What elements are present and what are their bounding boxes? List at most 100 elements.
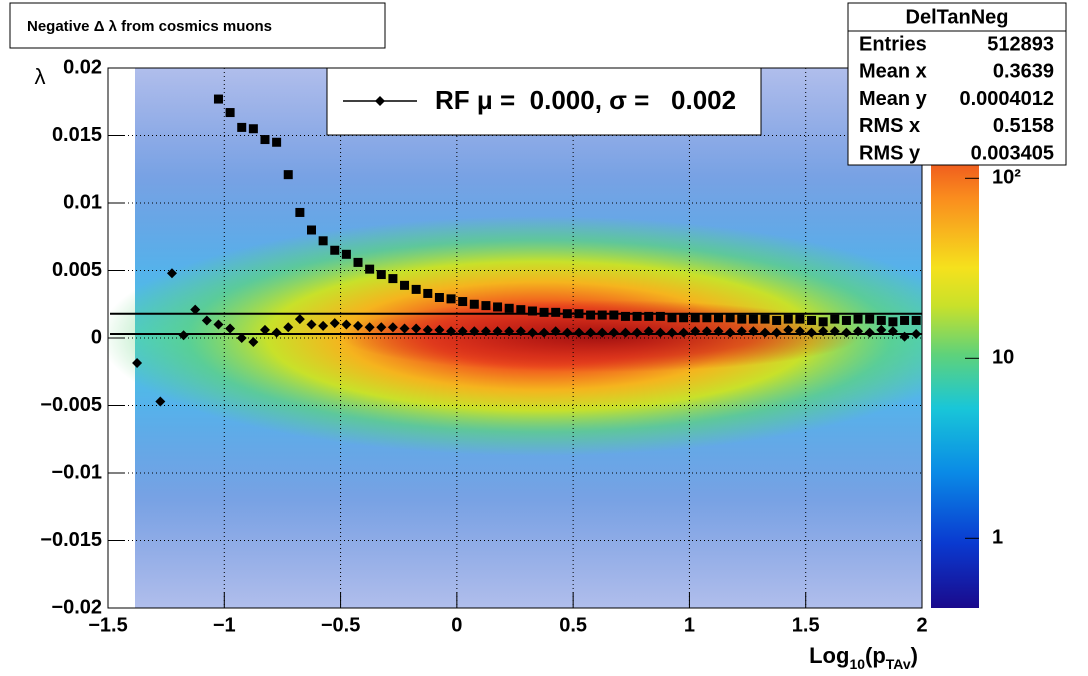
square-marker — [586, 310, 596, 320]
diamond-marker — [794, 326, 805, 337]
square-marker — [888, 317, 898, 327]
diamond-marker — [899, 331, 910, 342]
diamond-marker — [690, 326, 701, 337]
diamond-marker — [562, 327, 573, 338]
stats-box — [847, 2, 1067, 166]
square-marker — [737, 314, 747, 324]
square-marker — [655, 311, 665, 321]
diamond-marker — [701, 326, 712, 337]
x-tick-label: −1.5 — [88, 614, 127, 636]
diamond-marker — [760, 327, 771, 338]
diamond-marker — [236, 333, 247, 343]
stats-value: 0.0004012 — [959, 88, 1054, 110]
x-tick-label: 0.5 — [559, 614, 587, 636]
square-marker — [690, 313, 700, 323]
x-tick-label: 1 — [684, 614, 695, 636]
square-marker — [644, 311, 654, 321]
square-marker — [702, 313, 712, 323]
diamond-marker — [155, 396, 166, 407]
x-tick-label: −0.5 — [321, 614, 360, 636]
diamond-marker — [725, 327, 736, 338]
square-marker — [539, 307, 549, 317]
z-tick-label: 1 — [992, 527, 1003, 549]
diamond-marker — [643, 326, 654, 337]
y-tick-label: 0 — [91, 326, 102, 348]
diamond-marker — [492, 326, 503, 337]
diamond-marker — [341, 319, 352, 330]
legend-label: RF μ = 0.000, σ = 0.002 — [435, 85, 736, 115]
diamond-marker — [434, 324, 445, 335]
square-marker — [516, 305, 526, 315]
square-marker — [597, 310, 607, 320]
square-marker — [411, 284, 421, 294]
square-marker — [760, 314, 770, 324]
stats-label: RMS y — [859, 142, 921, 164]
diamond-marker — [225, 323, 236, 334]
square-marker — [772, 315, 782, 325]
y-tick-label: −0.005 — [40, 394, 102, 416]
diamond-marker — [422, 324, 433, 335]
diamond-marker — [864, 327, 875, 338]
square-marker — [469, 299, 479, 309]
square-marker — [714, 313, 723, 323]
diamond-marker — [457, 326, 468, 337]
diamond-marker — [201, 315, 212, 326]
stats-value: 512893 — [987, 33, 1054, 55]
stats-title: DelTanNeg — [906, 6, 1009, 28]
diamond-marker — [271, 327, 282, 338]
square-marker — [376, 270, 386, 280]
square-marker — [783, 314, 793, 324]
square-marker — [341, 249, 351, 259]
diamond-marker — [469, 326, 480, 337]
y-tick-label: 0.005 — [52, 259, 102, 281]
square-marker — [795, 314, 805, 324]
title-box — [9, 2, 386, 49]
diamond-marker — [190, 304, 201, 315]
square-marker — [307, 225, 316, 235]
z-tick-label: 10² — [992, 167, 1021, 189]
diamond-marker — [411, 323, 422, 334]
y-tick-label: −0.01 — [51, 461, 102, 483]
square-marker — [609, 310, 619, 320]
diamond-marker — [329, 318, 340, 329]
x-tick-label: 0 — [451, 614, 462, 636]
diamond-marker — [841, 327, 852, 338]
square-marker — [237, 122, 247, 132]
square-marker — [295, 207, 305, 217]
diamond-marker — [132, 357, 143, 368]
diamond-marker — [736, 326, 747, 337]
stats-label: Mean x — [859, 61, 927, 83]
square-marker — [213, 94, 223, 104]
square-marker — [725, 313, 735, 323]
square-marker — [911, 315, 921, 325]
y-tick-label: 0.02 — [63, 56, 102, 78]
diamond-marker — [306, 319, 317, 330]
diamond-marker — [608, 327, 619, 338]
y-tick-label: −0.02 — [51, 596, 102, 618]
y-tick-label: 0.015 — [52, 124, 102, 146]
diamond-marker — [353, 320, 364, 331]
diamond-marker — [364, 322, 375, 333]
square-marker — [876, 315, 886, 325]
diamond-marker — [294, 314, 305, 325]
stats-label: Entries — [859, 33, 927, 55]
diamond-marker — [480, 326, 491, 337]
square-marker — [818, 317, 828, 327]
square-marker — [562, 309, 572, 319]
diamond-marker — [748, 326, 759, 337]
square-marker — [388, 274, 398, 284]
diamond-marker — [213, 319, 224, 330]
stats-value: 0.3639 — [993, 61, 1054, 83]
square-marker — [248, 124, 258, 134]
diamond-marker — [597, 327, 608, 338]
square-marker — [830, 314, 840, 324]
diamond-marker — [632, 327, 643, 338]
stats-label: Mean y — [859, 88, 928, 110]
diamond-marker — [166, 268, 177, 279]
diamond-marker — [876, 324, 887, 335]
square-marker — [841, 315, 851, 325]
x-axis-label: Log10(pTAv) — [809, 643, 918, 672]
square-marker — [551, 307, 561, 317]
square-marker — [807, 315, 817, 325]
